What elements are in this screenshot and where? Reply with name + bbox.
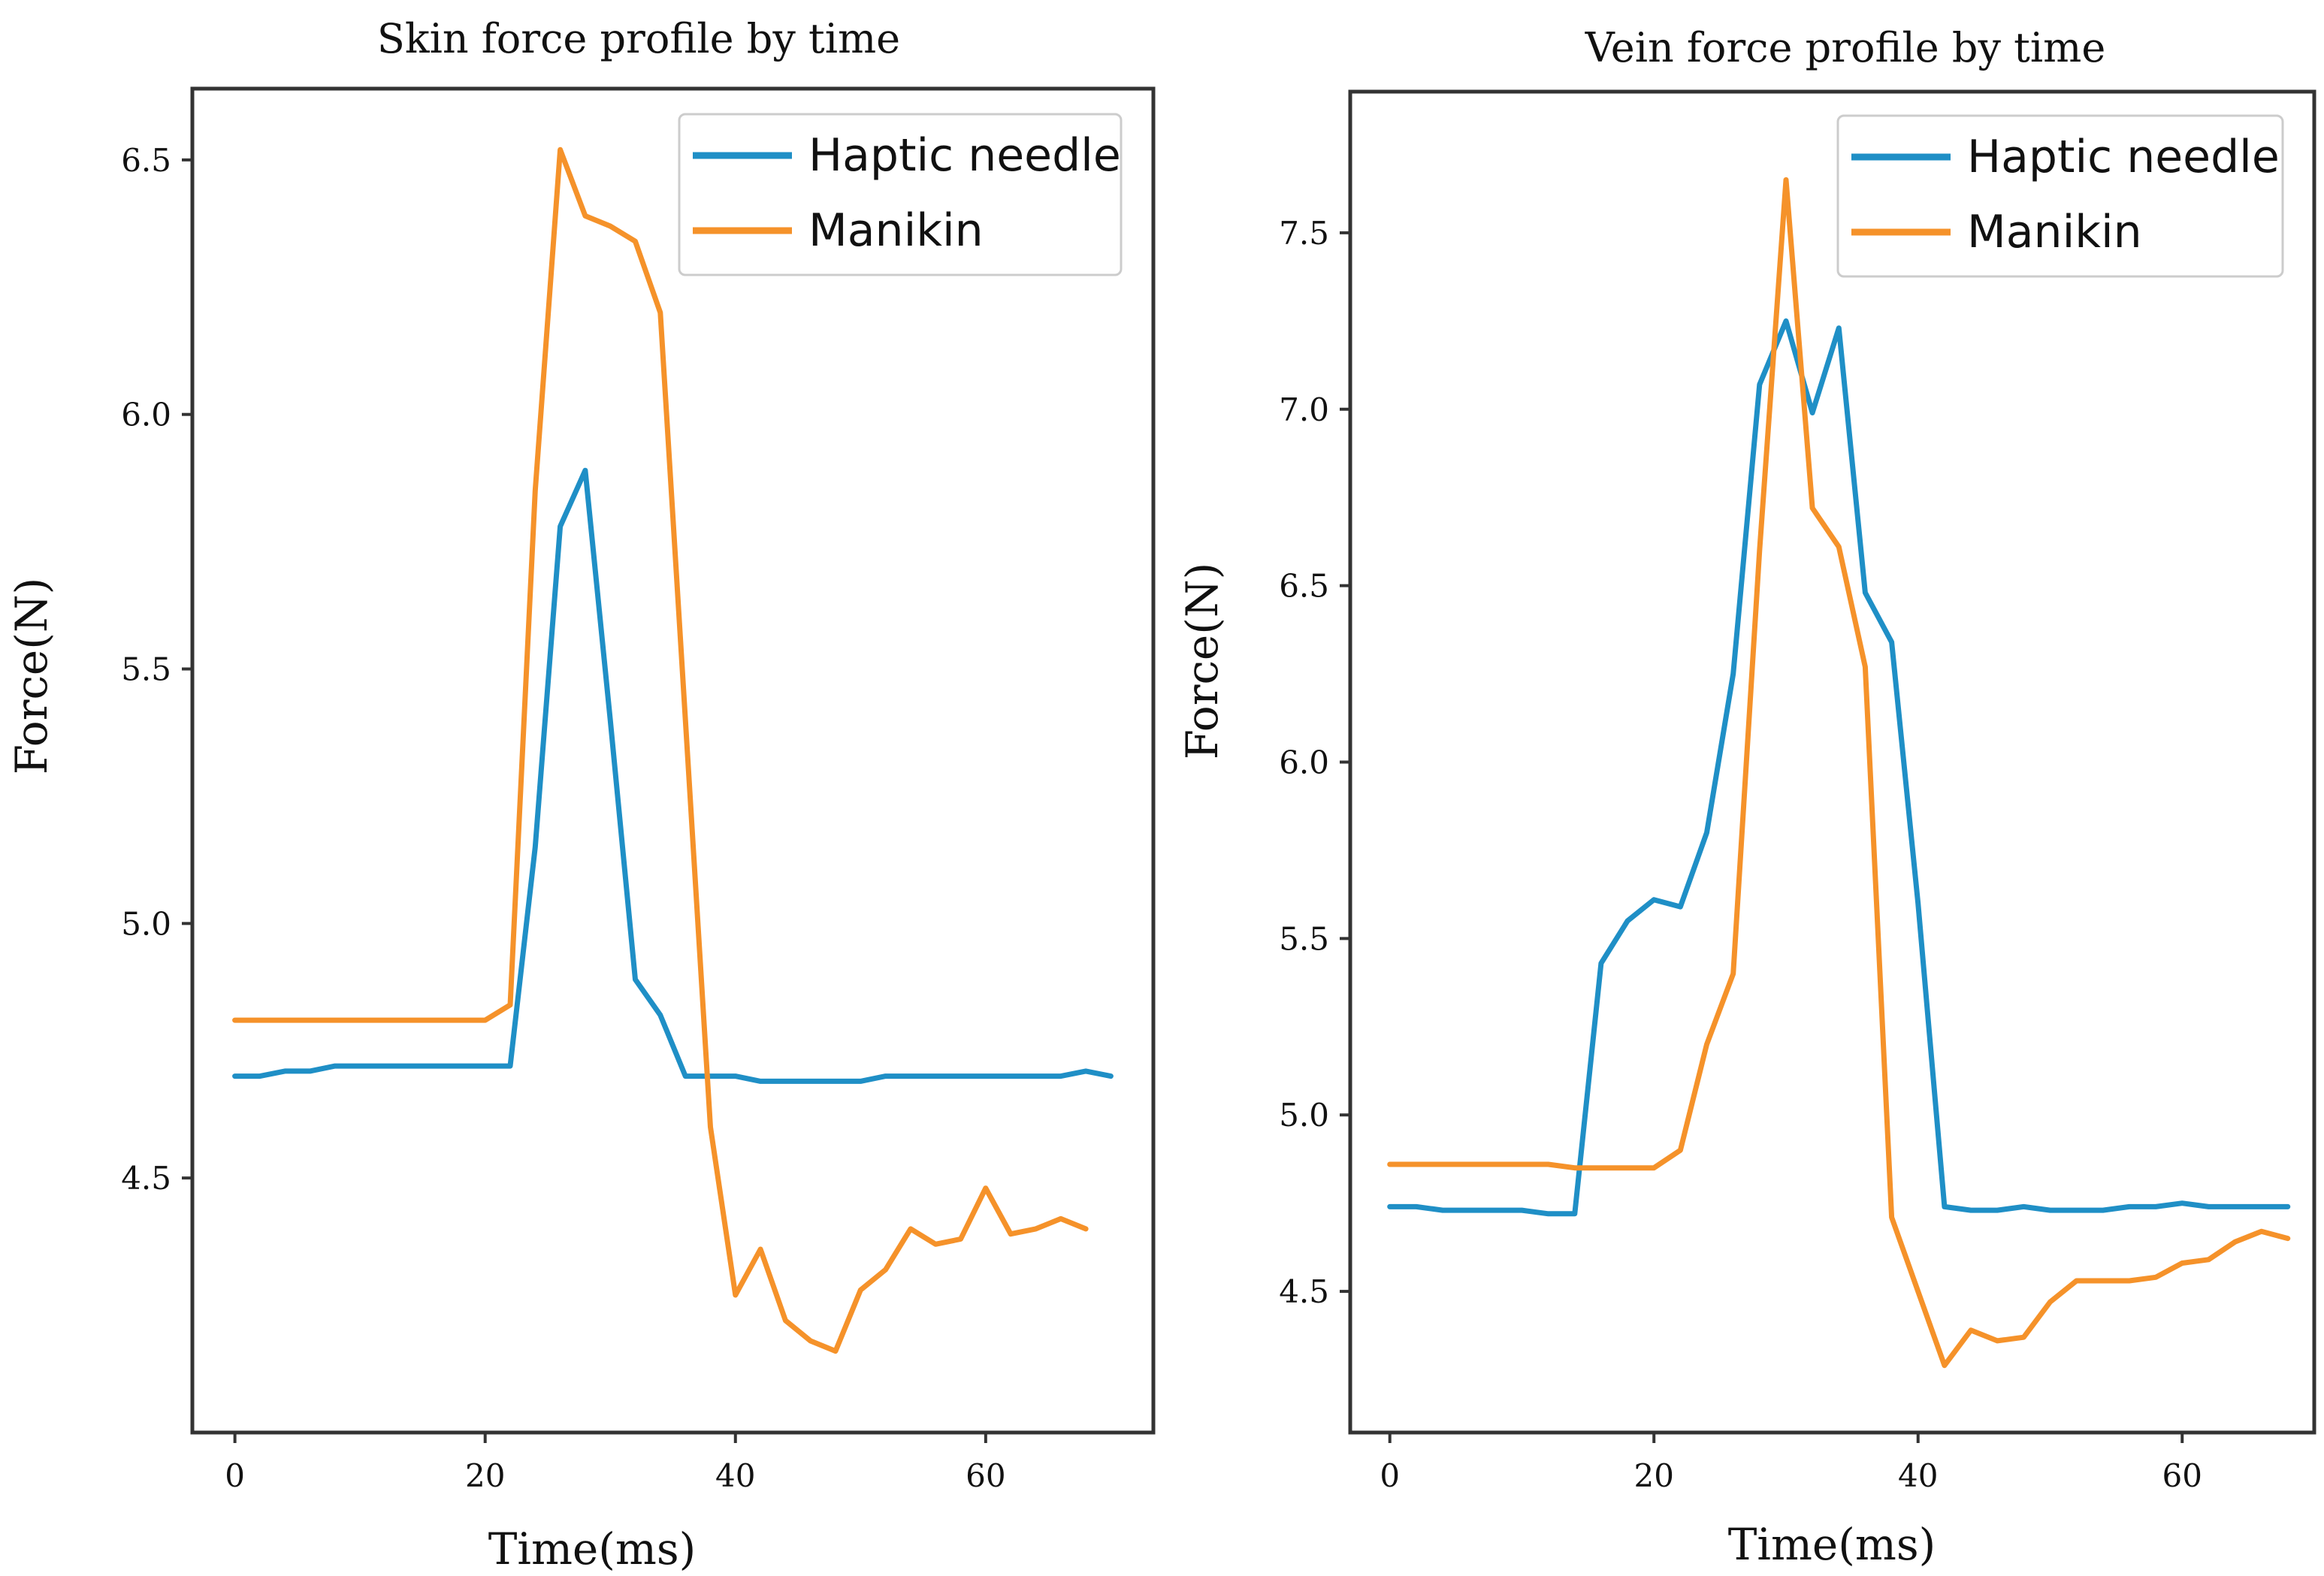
y-axis-label: Force(N) xyxy=(6,578,57,775)
y-tick-label: 5.0 xyxy=(121,905,171,942)
x-axis-label: Time(ms) xyxy=(488,1523,697,1574)
y-tick-label: 5.5 xyxy=(1279,920,1329,957)
chart-title: Skin force profile by time xyxy=(377,15,900,62)
y-tick-label: 4.5 xyxy=(1279,1273,1329,1310)
x-tick-label: 60 xyxy=(2162,1457,2202,1494)
legend: Haptic needle Manikin xyxy=(678,113,1123,276)
x-tick-label: 20 xyxy=(1634,1457,1674,1494)
y-tick-label: 4.5 xyxy=(121,1160,171,1197)
y-tick-label: 6.5 xyxy=(121,142,171,179)
y-axis-label: Force(N) xyxy=(1177,563,1228,760)
series-line-manikin xyxy=(1387,177,2291,1369)
y-tick-label: 6.0 xyxy=(121,397,171,433)
legend-entry: Manikin xyxy=(808,204,984,257)
series-line-haptic-needle xyxy=(1387,318,2291,1217)
legend-entry: Manikin xyxy=(1967,206,2142,258)
chart-title: Vein force profile by time xyxy=(1585,24,2106,71)
series-line-haptic-needle xyxy=(232,467,1114,1084)
y-tick-label: 6.0 xyxy=(1279,744,1329,781)
x-tick-label: 60 xyxy=(966,1457,1005,1494)
plot-frame xyxy=(190,86,1156,1435)
x-tick-label: 40 xyxy=(715,1457,755,1494)
chart-vein-force: Vein force profile by time 0 20 40 60 4.5 5.0 5… xyxy=(1177,24,2316,1570)
y-tick-label: 7.0 xyxy=(1279,391,1329,428)
x-tick-label: 0 xyxy=(1380,1457,1400,1494)
x-tick-label: 20 xyxy=(465,1457,505,1494)
y-tick-label: 6.5 xyxy=(1279,568,1329,605)
legend: Haptic needle Manikin xyxy=(1836,114,2284,278)
y-tick-label: 7.5 xyxy=(1279,215,1329,252)
y-tick-label: 5.5 xyxy=(121,651,171,688)
legend-entry: Haptic needle xyxy=(1967,131,2280,183)
legend-entry: Haptic needle xyxy=(808,129,1121,182)
x-axis-label: Time(ms) xyxy=(1728,1519,1936,1570)
y-tick-label: 5.0 xyxy=(1279,1097,1329,1134)
plot-frame xyxy=(1348,89,2316,1435)
x-tick-label: 40 xyxy=(1898,1457,1938,1494)
series-line-manikin xyxy=(232,146,1089,1354)
chart-skin-force: Skin force profile by time 0 20 40 60 4.5 5.0 5… xyxy=(6,15,1156,1574)
x-tick-label: 0 xyxy=(225,1457,245,1494)
